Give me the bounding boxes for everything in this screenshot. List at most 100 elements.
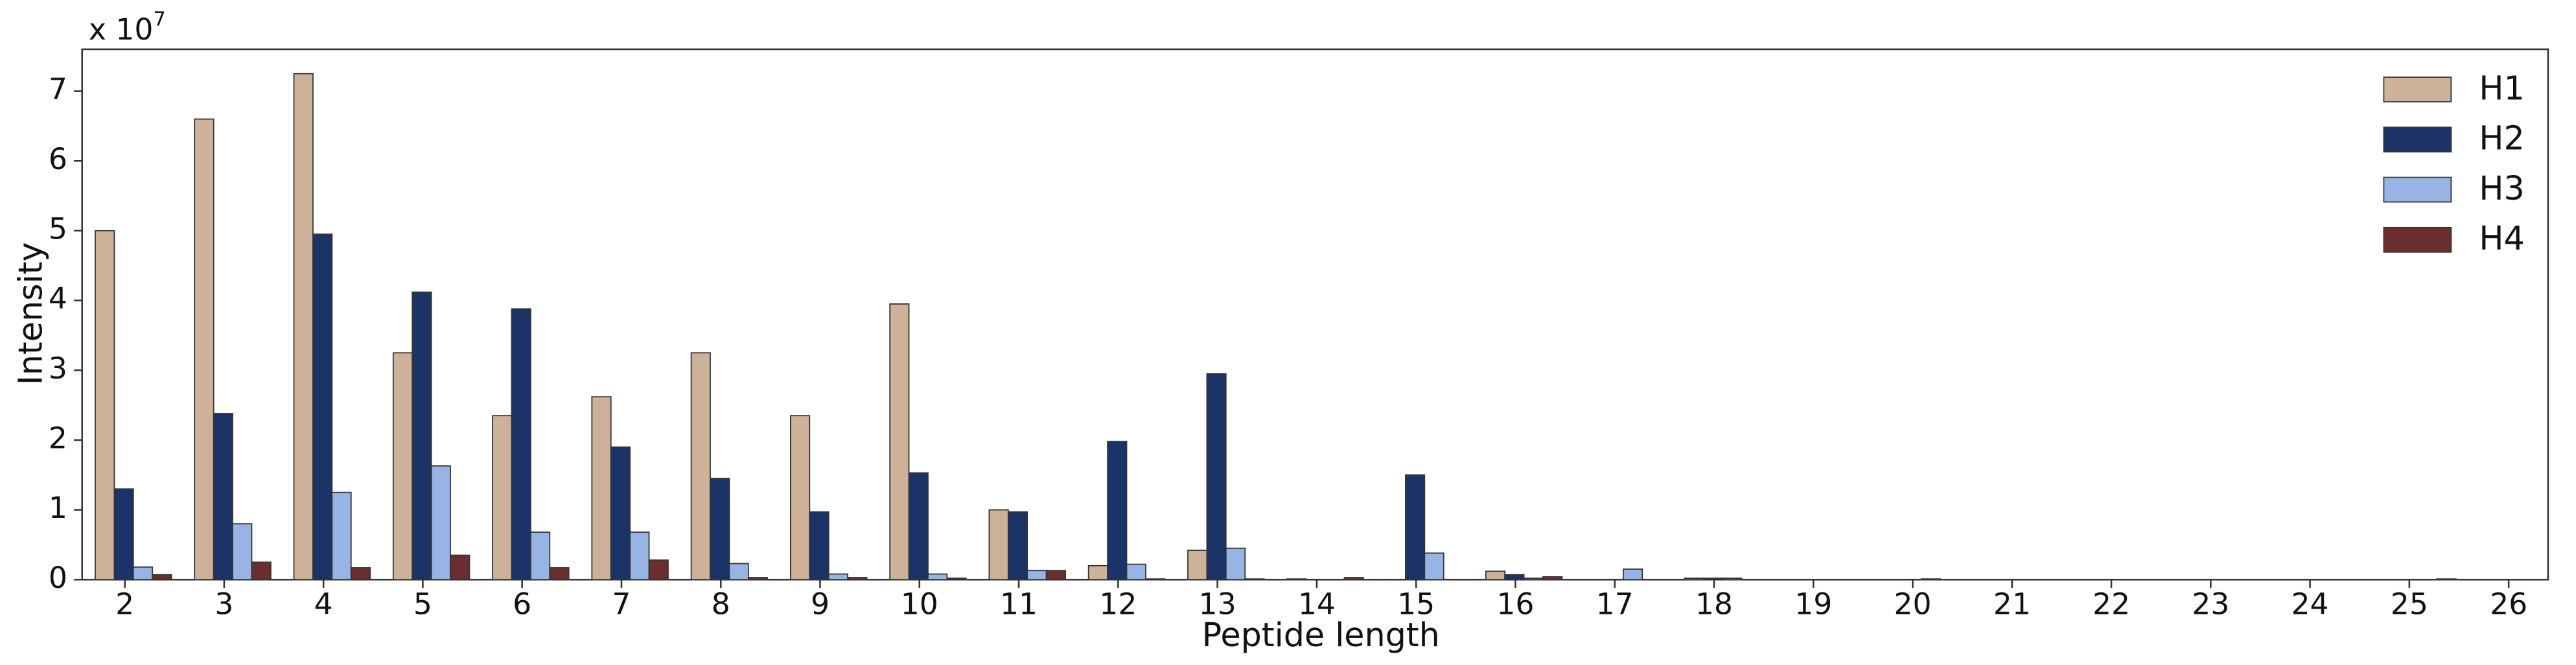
bar	[132, 566, 154, 581]
bar	[232, 523, 253, 581]
x-tick-label: 5	[413, 587, 432, 621]
x-tick-label: 8	[712, 587, 730, 621]
bar	[988, 509, 1009, 581]
bar	[412, 291, 432, 581]
bar	[450, 554, 470, 581]
x-tick-label: 11	[1000, 587, 1038, 621]
bar	[591, 396, 612, 581]
bar	[1424, 552, 1445, 581]
bar	[1542, 576, 1563, 581]
bar	[1045, 570, 1066, 581]
multiplier-base: x 10	[89, 12, 154, 47]
bar	[95, 230, 115, 581]
bar	[194, 118, 215, 581]
bar	[1405, 474, 1426, 581]
bar	[629, 531, 650, 581]
x-tick-label: 24	[2292, 587, 2329, 621]
bar	[331, 491, 352, 581]
x-tick-label: 14	[1298, 587, 1336, 621]
bar	[392, 352, 413, 581]
bar	[1107, 441, 1128, 581]
bar	[430, 465, 451, 581]
legend-label: H3	[2479, 169, 2524, 207]
y-tick-label: 1	[49, 491, 67, 525]
bar	[1187, 550, 1208, 581]
x-tick-label: 26	[2490, 587, 2527, 621]
bar	[492, 415, 513, 581]
bar	[789, 415, 811, 581]
bar	[927, 573, 948, 581]
y-tick-label: 0	[49, 561, 67, 595]
legend-label: H2	[2479, 119, 2524, 158]
x-tick-label: 22	[2093, 587, 2130, 621]
bar	[728, 563, 749, 581]
bar	[889, 303, 910, 581]
bar	[828, 573, 848, 581]
bar	[946, 578, 967, 581]
bar	[529, 531, 551, 581]
bar	[690, 352, 711, 581]
plot-frame	[81, 48, 2549, 581]
x-tick-label: 23	[2192, 587, 2229, 621]
y-tick-label: 6	[49, 142, 67, 176]
bar	[847, 577, 868, 581]
bar	[1126, 563, 1146, 581]
bar	[251, 561, 272, 581]
bar	[1504, 574, 1525, 581]
bar	[1684, 578, 1704, 581]
y-tick-label: 2	[49, 421, 67, 455]
bar	[293, 73, 314, 581]
legend-swatch	[2383, 226, 2452, 253]
bar	[1485, 570, 1506, 581]
x-axis-label: Peptide length	[1202, 616, 1440, 654]
bar	[350, 567, 371, 581]
bar	[1702, 578, 1724, 581]
x-tick-label: 25	[2391, 587, 2428, 621]
x-tick-label: 9	[811, 587, 830, 621]
bar	[152, 574, 172, 581]
bar	[213, 413, 233, 581]
x-tick-label: 2	[115, 587, 134, 621]
bar	[809, 511, 830, 581]
bar	[648, 559, 669, 581]
bar	[1206, 373, 1227, 581]
bar	[1343, 577, 1364, 581]
bar	[1027, 570, 1047, 581]
y-multiplier: x 107	[89, 8, 166, 47]
y-tick-label: 3	[49, 351, 67, 386]
x-tick-label: 16	[1496, 587, 1534, 621]
bar	[312, 233, 333, 581]
bar	[610, 446, 631, 581]
bar	[747, 577, 769, 581]
bar	[1523, 578, 1544, 581]
bar	[113, 488, 134, 581]
multiplier-exponent: 7	[153, 8, 165, 30]
x-tick-label: 17	[1596, 587, 1634, 621]
bar	[1007, 511, 1028, 581]
x-tick-label: 10	[901, 587, 938, 621]
y-tick-label: 4	[49, 281, 67, 316]
x-tick-label: 6	[513, 587, 531, 621]
legend-swatch	[2383, 126, 2452, 153]
x-tick-label: 19	[1794, 587, 1832, 621]
x-tick-label: 12	[1099, 587, 1137, 621]
y-axis-label: Intensity	[12, 242, 50, 385]
legend-swatch	[2383, 76, 2452, 102]
bar	[1622, 568, 1643, 581]
x-tick-label: 20	[1894, 587, 1931, 621]
y-tick-label: 5	[49, 211, 67, 246]
bar	[710, 478, 730, 581]
bar	[511, 308, 531, 581]
bar	[549, 567, 570, 581]
x-tick-label: 7	[612, 587, 631, 621]
x-tick-label: 3	[215, 587, 233, 621]
y-tick-label: 7	[49, 72, 67, 106]
legend-label: H1	[2479, 69, 2524, 107]
bar	[908, 472, 929, 581]
bar	[1087, 565, 1108, 581]
x-tick-label: 18	[1695, 587, 1733, 621]
legend-label: H4	[2479, 219, 2524, 257]
bar	[1722, 578, 1743, 581]
